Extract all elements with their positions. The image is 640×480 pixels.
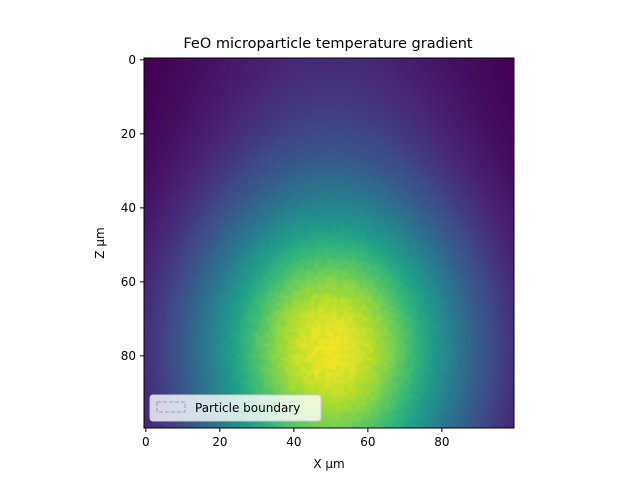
chart-title: FeO microparticle temperature gradient [183,36,473,52]
y-tick-label: 60 [121,275,136,289]
y-axis-ticks: 0 20 40 60 80 [121,53,144,363]
x-tick-label: 0 [142,435,150,449]
heatmap-image [144,58,514,428]
x-tick-label: 80 [434,435,449,449]
y-axis-label: Z μm [93,227,107,258]
plot-frame [143,57,515,429]
legend: Particle boundary [149,394,322,422]
x-tick-label: 60 [360,435,375,449]
y-tick-label: 0 [128,53,136,67]
plot-area [143,57,515,429]
x-axis-label: X μm [313,457,344,471]
x-tick-label: 20 [212,435,227,449]
y-tick-label: 40 [121,201,136,215]
legend-frame [149,394,322,422]
x-axis-ticks: 0 20 40 60 80 [142,428,449,449]
legend-swatch-particle-boundary [156,401,186,413]
x-tick-label: 40 [286,435,301,449]
y-tick-label: 20 [121,127,136,141]
legend-label-particle-boundary: Particle boundary [195,401,300,415]
y-tick-label: 80 [121,349,136,363]
